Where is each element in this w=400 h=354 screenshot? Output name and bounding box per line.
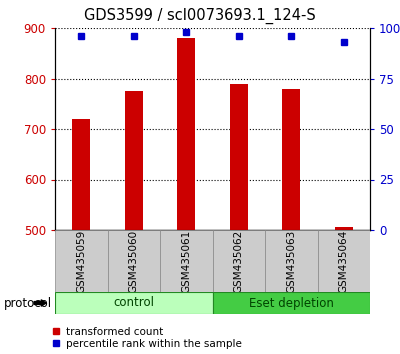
Text: GSM435061: GSM435061	[181, 229, 191, 293]
Bar	[334, 228, 353, 230]
Bar	[318, 230, 370, 292]
Bar	[160, 230, 212, 292]
Bar	[124, 91, 143, 230]
Legend: transformed count, percentile rank within the sample: transformed count, percentile rank withi…	[52, 327, 242, 349]
Bar	[212, 292, 370, 314]
Bar	[282, 88, 300, 230]
Text: GSM435059: GSM435059	[76, 229, 86, 293]
Text: Eset depletion: Eset depletion	[249, 297, 334, 309]
Bar	[265, 230, 318, 292]
Text: GDS3599 / scl0073693.1_124-S: GDS3599 / scl0073693.1_124-S	[84, 8, 316, 24]
Text: protocol: protocol	[4, 297, 52, 309]
Bar	[108, 230, 160, 292]
Text: GSM435060: GSM435060	[129, 229, 139, 292]
Bar	[177, 38, 196, 230]
Bar	[72, 119, 90, 230]
Bar	[55, 230, 108, 292]
Bar	[212, 230, 265, 292]
Text: GSM435062: GSM435062	[234, 229, 244, 293]
Text: GSM435064: GSM435064	[339, 229, 349, 293]
Bar	[230, 84, 248, 230]
Bar	[55, 292, 212, 314]
Text: control: control	[113, 297, 154, 309]
Text: GSM435063: GSM435063	[286, 229, 296, 293]
